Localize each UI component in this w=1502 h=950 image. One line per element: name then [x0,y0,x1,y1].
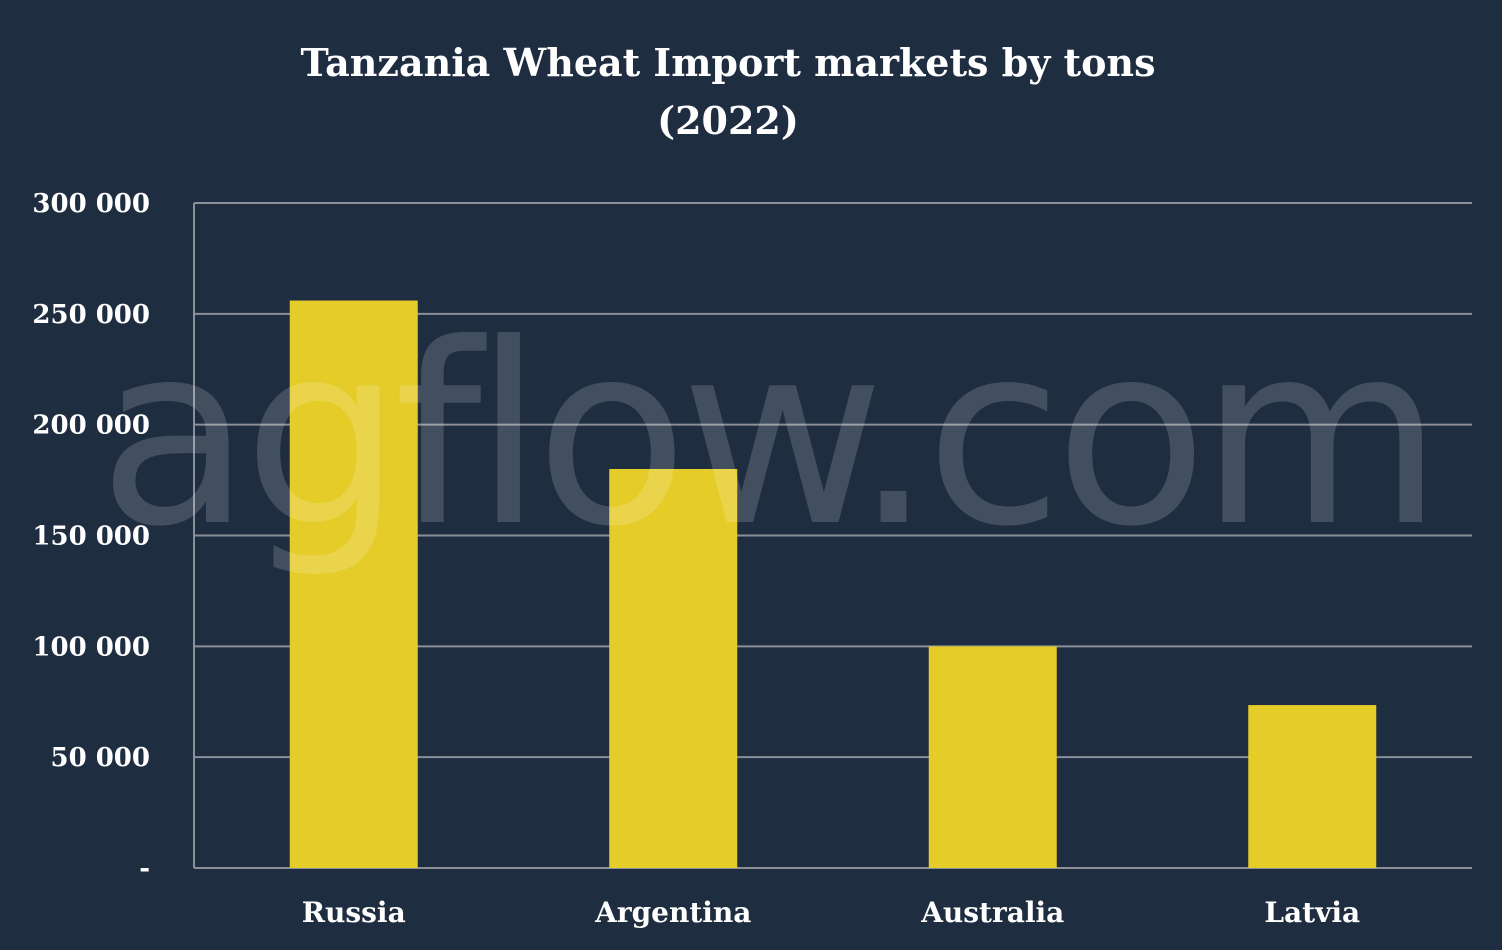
chart-title-line-1: Tanzania Wheat Import markets by tons [300,40,1156,85]
bar-latvia [1248,705,1377,868]
bar-argentina [609,469,738,868]
y-tick-label: 100 000 [32,632,150,662]
bar-australia [928,646,1057,868]
y-axis-ticks: - 50 000 100 000 150 000 200 000 250 000 300 0… [32,189,150,884]
x-category-label: Latvia [1264,896,1360,929]
y-tick-label: 200 000 [32,411,150,441]
bar-russia [289,300,418,868]
chart-title: Tanzania Wheat Import markets by tons (2… [0,34,1456,150]
y-tick-label: 50 000 [50,743,150,773]
y-tick-label: 300 000 [32,189,150,219]
watermark: agflow.com [98,290,1435,581]
x-category-label: Russia [302,896,406,929]
y-tick-label: 150 000 [32,522,150,552]
y-tick-label: 250 000 [32,300,150,330]
x-axis-categories: Russia Argentina Australia Latvia [302,896,1360,929]
y-tick-label: - [139,854,150,884]
x-category-label: Argentina [594,896,751,929]
chart-title-line-2: (2022) [657,98,799,143]
x-category-label: Australia [920,896,1064,929]
bars [289,300,1377,868]
